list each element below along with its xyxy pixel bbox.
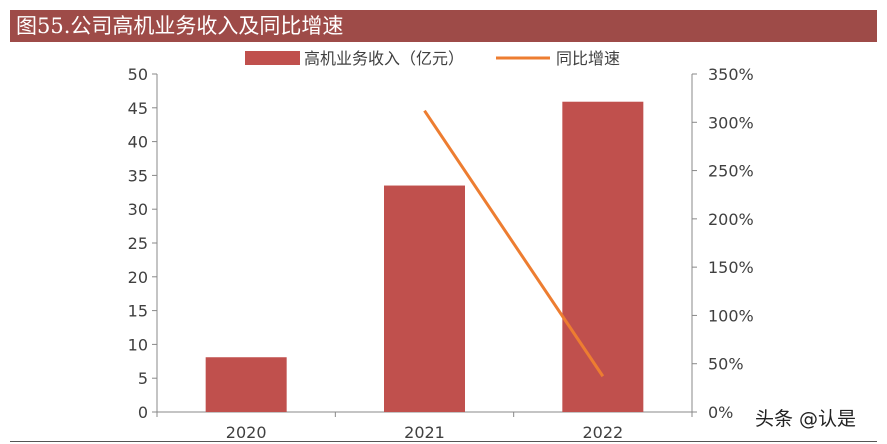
x-tick-label: 2022: [582, 423, 623, 442]
legend-bar-swatch: [245, 51, 300, 65]
left-tick-label: 45: [128, 99, 148, 118]
left-tick-label: 35: [128, 166, 148, 185]
bar: [384, 185, 465, 412]
title-bar: 图55.公司高机业务收入及同比增速: [10, 10, 877, 42]
left-tick-label: 40: [128, 133, 148, 152]
left-tick-label: 15: [128, 302, 148, 321]
left-tick-label: 5: [138, 369, 148, 388]
bar: [562, 101, 644, 412]
left-tick-label: 10: [128, 335, 148, 354]
left-tick-label: 0: [138, 403, 148, 422]
x-tick-label: 2020: [226, 423, 267, 442]
left-tick-label: 25: [128, 234, 148, 253]
growth-line: [423, 109, 605, 378]
left-tick-label: 30: [128, 200, 148, 219]
legend-line-label: 同比增速: [556, 49, 620, 68]
bottom-rule: [10, 441, 877, 442]
chart-title: 图55.公司高机业务收入及同比增速: [16, 14, 344, 38]
legend-bar-label: 高机业务收入（亿元）: [304, 49, 464, 68]
watermark: 头条 @认是: [755, 408, 857, 430]
right-tick-label: 250%: [708, 162, 754, 181]
x-tick-label: 2021: [404, 423, 445, 442]
right-tick-label: 200%: [708, 210, 754, 229]
right-tick-label: 100%: [708, 306, 754, 325]
right-tick-label: 50%: [708, 355, 744, 374]
right-tick-label: 350%: [708, 65, 754, 84]
bar: [205, 357, 287, 412]
right-tick-label: 300%: [708, 113, 754, 132]
left-tick-label: 50: [128, 65, 148, 84]
left-tick-label: 20: [128, 268, 148, 287]
right-tick-label: 0%: [708, 403, 733, 422]
right-tick-label: 150%: [708, 258, 754, 277]
